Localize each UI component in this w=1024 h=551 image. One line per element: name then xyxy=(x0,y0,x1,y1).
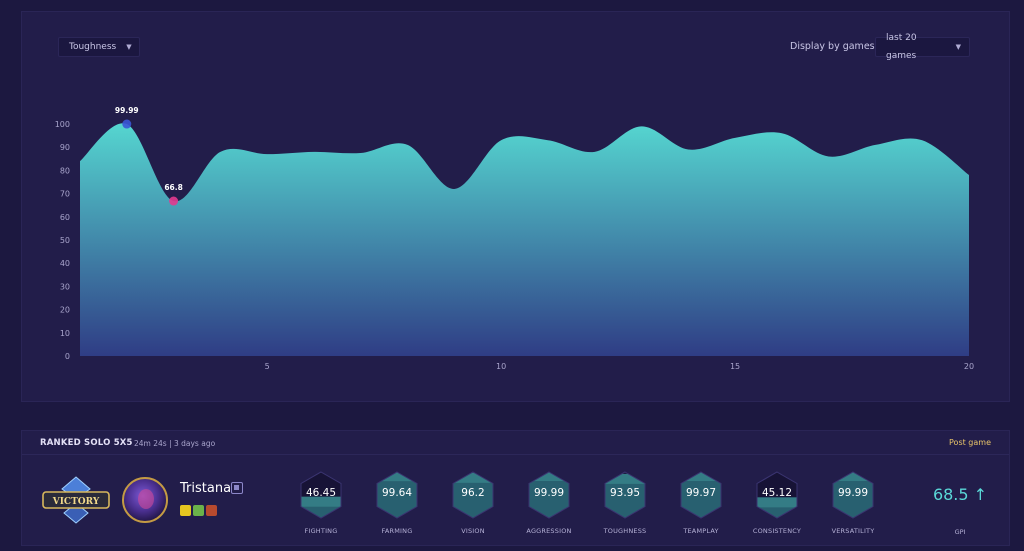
y-tick-label: 80 xyxy=(60,166,70,175)
data-point-label: 99.99 xyxy=(115,106,139,115)
y-tick-label: 10 xyxy=(60,329,70,338)
stat-label: FIGHTING xyxy=(304,527,338,535)
x-tick-label: 15 xyxy=(730,362,740,371)
summoner-spell-icon xyxy=(193,505,204,516)
stat-value: 46.45 xyxy=(305,487,337,499)
y-tick-label: 100 xyxy=(55,120,70,129)
y-tick-label: 70 xyxy=(60,190,70,199)
stat-hexagon xyxy=(300,471,342,519)
stat-versatility: 99.99 VERSATILITY xyxy=(813,471,893,541)
stat-label: TEAMPLAY xyxy=(683,527,719,535)
games-dropdown-label: last 20 games xyxy=(886,33,917,61)
x-tick-label: 20 xyxy=(964,362,974,371)
rune-icon xyxy=(206,505,217,516)
highlight-point[interactable] xyxy=(122,119,132,129)
stat-toughness: 93.95 TOUGHNESS xyxy=(585,471,665,541)
area-series xyxy=(80,123,969,356)
stat-value: 99.99 xyxy=(533,487,565,499)
stat-value: 93.95 xyxy=(609,487,641,499)
role-icon xyxy=(231,482,243,494)
stat-teamplay: 99.97 TEAMPLAY xyxy=(661,471,741,541)
y-tick-label: 30 xyxy=(60,282,70,291)
stat-hexagon xyxy=(680,471,722,519)
stat-fighting: 46.45 FIGHTING xyxy=(281,471,361,541)
stat-consistency: 45.12 CONSISTENCY xyxy=(737,471,817,541)
y-tick-label: 60 xyxy=(60,213,70,222)
chevron-down-icon: ▼ xyxy=(955,43,961,51)
stat-farming: 99.64 FARMING xyxy=(357,471,437,541)
metric-dropdown-label: Toughness xyxy=(69,42,117,52)
stat-label: CONSISTENCY xyxy=(752,527,802,535)
match-duration-time: 24m 24s | 3 days ago xyxy=(134,439,216,448)
stat-hexagon xyxy=(376,471,418,519)
gpi-label: GPI xyxy=(954,528,966,536)
stat-value: 99.99 xyxy=(837,487,869,499)
y-tick-label: 90 xyxy=(60,143,70,152)
stat-value: 99.97 xyxy=(685,487,717,499)
post-game-link[interactable]: Post game xyxy=(949,438,991,447)
summoner-spell-icon xyxy=(180,505,191,516)
svg-text:VICTORY: VICTORY xyxy=(52,497,100,507)
stat-hexagon xyxy=(452,471,494,519)
metric-dropdown[interactable]: Toughness ▼ xyxy=(58,37,140,57)
toughness-area-chart: 0 10 20 30 40 50 60 70 80 90 100 5 10 15 20 99.99 66.8 xyxy=(55,106,974,371)
gpi-score: 68.5 ↑ xyxy=(932,485,988,504)
chevron-down-icon: ▼ xyxy=(126,43,132,51)
victory-badge: VICTORY xyxy=(42,476,110,524)
games-count-dropdown[interactable]: last 20 games ▼ xyxy=(875,33,970,61)
stat-hexagon xyxy=(528,471,570,519)
stat-hexagon xyxy=(832,471,874,519)
queue-type: RANKED SOLO 5X5 xyxy=(40,438,133,448)
stat-aggression: 99.99 AGGRESSION xyxy=(509,471,589,541)
stat-value: 96.2 xyxy=(461,487,485,499)
stat-vision: 96.2 VISION xyxy=(433,471,513,541)
stat-label: FARMING xyxy=(381,527,413,535)
y-tick-label: 20 xyxy=(60,306,70,315)
stat-label: TOUGHNESS xyxy=(603,527,647,535)
match-header: RANKED SOLO 5X5 24m 24s | 3 days ago Pos… xyxy=(22,431,1009,455)
stat-value: 45.12 xyxy=(761,487,793,499)
data-point-label: 66.8 xyxy=(164,183,183,192)
stat-hexagon xyxy=(604,471,646,519)
champion-name: Tristana xyxy=(180,481,232,496)
display-by-label: Display by games: xyxy=(790,41,878,52)
x-tick-label: 10 xyxy=(496,362,506,371)
y-tick-label: 0 xyxy=(65,352,70,361)
stat-hexagon xyxy=(756,471,798,519)
x-tick-label: 5 xyxy=(265,362,270,371)
y-tick-label: 40 xyxy=(60,259,70,268)
stat-label: VISION xyxy=(461,527,485,535)
highlight-point[interactable] xyxy=(169,196,179,206)
match-summary-panel: RANKED SOLO 5X5 24m 24s | 3 days ago Pos… xyxy=(21,430,1010,546)
stat-label: VERSATILITY xyxy=(831,527,875,535)
stat-value: 99.64 xyxy=(381,487,413,499)
y-tick-label: 50 xyxy=(60,236,70,245)
stat-label: AGGRESSION xyxy=(526,527,572,535)
champion-avatar[interactable] xyxy=(122,477,168,523)
